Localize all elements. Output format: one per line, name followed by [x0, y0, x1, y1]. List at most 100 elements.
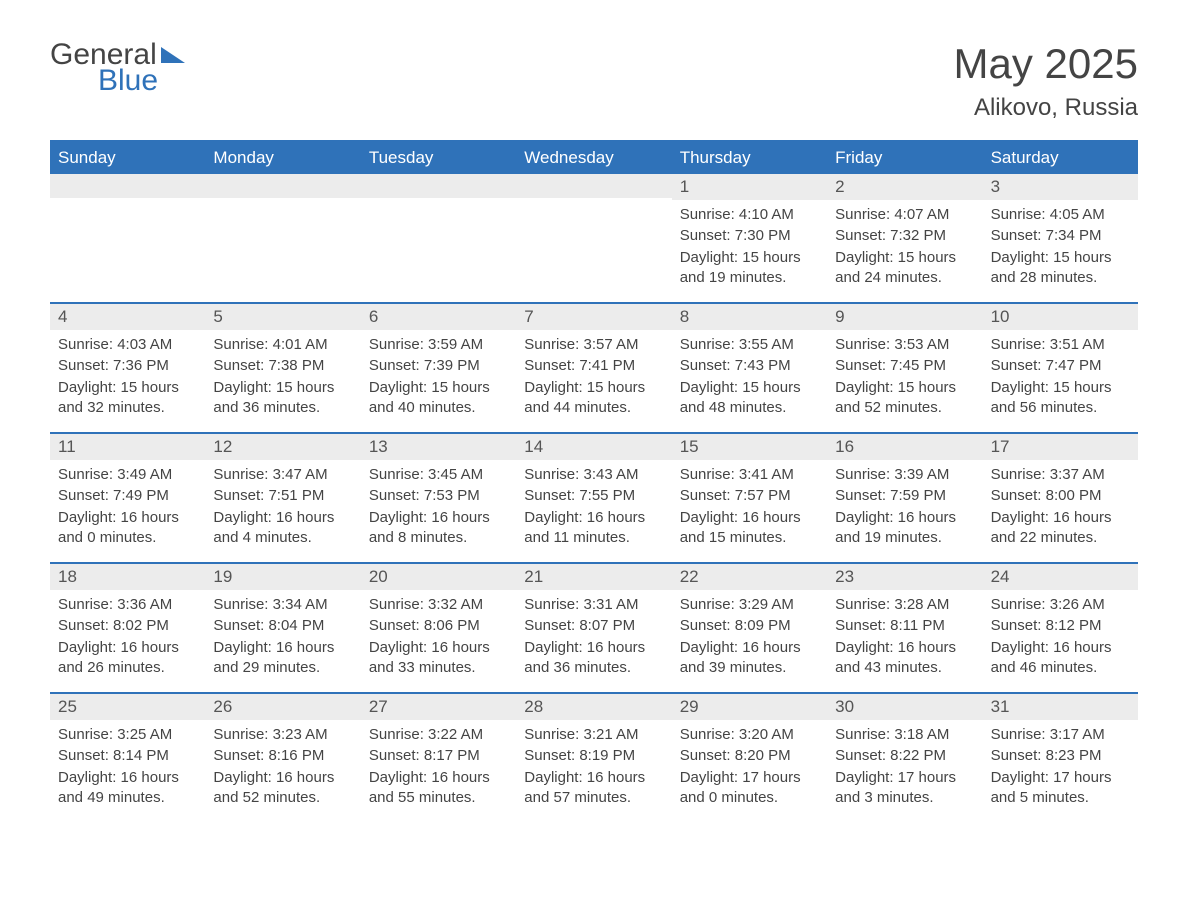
sunset-text: Sunset: 8:14 PM — [58, 746, 197, 766]
sunrise-text: Sunrise: 3:47 AM — [213, 465, 352, 485]
sunrise-text: Sunrise: 4:10 AM — [680, 205, 819, 225]
calendar-cell: 8Sunrise: 3:55 AMSunset: 7:43 PMDaylight… — [672, 304, 827, 432]
sunset-text: Sunset: 7:41 PM — [524, 356, 663, 376]
day-detail: Sunrise: 4:01 AMSunset: 7:38 PMDaylight:… — [205, 330, 360, 427]
logo-text-blue: Blue — [98, 66, 185, 96]
sunset-text: Sunset: 8:23 PM — [991, 746, 1130, 766]
sunset-text: Sunset: 8:17 PM — [369, 746, 508, 766]
sunset-text: Sunset: 8:04 PM — [213, 616, 352, 636]
sunrise-text: Sunrise: 3:26 AM — [991, 595, 1130, 615]
sunset-text: Sunset: 8:19 PM — [524, 746, 663, 766]
day-number: 16 — [827, 434, 982, 460]
day-number: 2 — [827, 174, 982, 200]
sunrise-text: Sunrise: 3:23 AM — [213, 725, 352, 745]
sunset-text: Sunset: 7:57 PM — [680, 486, 819, 506]
day-detail: Sunrise: 4:03 AMSunset: 7:36 PMDaylight:… — [50, 330, 205, 427]
daylight-text: Daylight: 16 hours and 39 minutes. — [680, 638, 819, 679]
day-number — [516, 174, 671, 198]
sunset-text: Sunset: 8:20 PM — [680, 746, 819, 766]
calendar-cell: 15Sunrise: 3:41 AMSunset: 7:57 PMDayligh… — [672, 434, 827, 562]
sunrise-text: Sunrise: 3:39 AM — [835, 465, 974, 485]
day-number: 5 — [205, 304, 360, 330]
day-detail: Sunrise: 3:39 AMSunset: 7:59 PMDaylight:… — [827, 460, 982, 557]
daylight-text: Daylight: 16 hours and 33 minutes. — [369, 638, 508, 679]
day-number: 12 — [205, 434, 360, 460]
day-detail: Sunrise: 3:43 AMSunset: 7:55 PMDaylight:… — [516, 460, 671, 557]
sunset-text: Sunset: 8:09 PM — [680, 616, 819, 636]
sunset-text: Sunset: 7:53 PM — [369, 486, 508, 506]
sunset-text: Sunset: 7:55 PM — [524, 486, 663, 506]
day-number: 7 — [516, 304, 671, 330]
day-number: 20 — [361, 564, 516, 590]
day-detail: Sunrise: 3:59 AMSunset: 7:39 PMDaylight:… — [361, 330, 516, 427]
sunset-text: Sunset: 7:36 PM — [58, 356, 197, 376]
day-detail: Sunrise: 3:22 AMSunset: 8:17 PMDaylight:… — [361, 720, 516, 817]
sunrise-text: Sunrise: 3:34 AM — [213, 595, 352, 615]
sunset-text: Sunset: 7:30 PM — [680, 226, 819, 246]
month-title: May 2025 — [954, 40, 1138, 88]
day-number: 31 — [983, 694, 1138, 720]
day-number: 25 — [50, 694, 205, 720]
day-number: 30 — [827, 694, 982, 720]
sunset-text: Sunset: 7:51 PM — [213, 486, 352, 506]
week-row: 1Sunrise: 4:10 AMSunset: 7:30 PMDaylight… — [50, 174, 1138, 302]
calendar-cell — [361, 174, 516, 302]
calendar-cell: 4Sunrise: 4:03 AMSunset: 7:36 PMDaylight… — [50, 304, 205, 432]
day-number: 9 — [827, 304, 982, 330]
day-number: 14 — [516, 434, 671, 460]
day-detail: Sunrise: 3:49 AMSunset: 7:49 PMDaylight:… — [50, 460, 205, 557]
calendar-cell: 2Sunrise: 4:07 AMSunset: 7:32 PMDaylight… — [827, 174, 982, 302]
calendar-cell — [50, 174, 205, 302]
daylight-text: Daylight: 16 hours and 0 minutes. — [58, 508, 197, 549]
day-detail: Sunrise: 3:18 AMSunset: 8:22 PMDaylight:… — [827, 720, 982, 817]
daylight-text: Daylight: 15 hours and 36 minutes. — [213, 378, 352, 419]
sunset-text: Sunset: 8:00 PM — [991, 486, 1130, 506]
sunset-text: Sunset: 8:12 PM — [991, 616, 1130, 636]
sunrise-text: Sunrise: 3:28 AM — [835, 595, 974, 615]
day-number: 4 — [50, 304, 205, 330]
day-number: 21 — [516, 564, 671, 590]
calendar-cell: 12Sunrise: 3:47 AMSunset: 7:51 PMDayligh… — [205, 434, 360, 562]
calendar-cell: 21Sunrise: 3:31 AMSunset: 8:07 PMDayligh… — [516, 564, 671, 692]
sunrise-text: Sunrise: 3:32 AM — [369, 595, 508, 615]
day-detail: Sunrise: 4:05 AMSunset: 7:34 PMDaylight:… — [983, 200, 1138, 297]
sunset-text: Sunset: 7:49 PM — [58, 486, 197, 506]
calendar-cell: 26Sunrise: 3:23 AMSunset: 8:16 PMDayligh… — [205, 694, 360, 822]
day-header-row: SundayMondayTuesdayWednesdayThursdayFrid… — [50, 140, 1138, 174]
calendar-cell: 1Sunrise: 4:10 AMSunset: 7:30 PMDaylight… — [672, 174, 827, 302]
daylight-text: Daylight: 16 hours and 55 minutes. — [369, 768, 508, 809]
calendar-cell: 17Sunrise: 3:37 AMSunset: 8:00 PMDayligh… — [983, 434, 1138, 562]
day-detail: Sunrise: 3:25 AMSunset: 8:14 PMDaylight:… — [50, 720, 205, 817]
daylight-text: Daylight: 15 hours and 19 minutes. — [680, 248, 819, 289]
sunrise-text: Sunrise: 3:20 AM — [680, 725, 819, 745]
day-detail: Sunrise: 3:34 AMSunset: 8:04 PMDaylight:… — [205, 590, 360, 687]
calendar-cell: 16Sunrise: 3:39 AMSunset: 7:59 PMDayligh… — [827, 434, 982, 562]
day-number — [361, 174, 516, 198]
daylight-text: Daylight: 16 hours and 19 minutes. — [835, 508, 974, 549]
sunrise-text: Sunrise: 3:22 AM — [369, 725, 508, 745]
calendar-cell: 5Sunrise: 4:01 AMSunset: 7:38 PMDaylight… — [205, 304, 360, 432]
day-number: 27 — [361, 694, 516, 720]
day-number: 19 — [205, 564, 360, 590]
daylight-text: Daylight: 15 hours and 44 minutes. — [524, 378, 663, 419]
calendar-cell: 7Sunrise: 3:57 AMSunset: 7:41 PMDaylight… — [516, 304, 671, 432]
daylight-text: Daylight: 15 hours and 52 minutes. — [835, 378, 974, 419]
day-detail: Sunrise: 4:10 AMSunset: 7:30 PMDaylight:… — [672, 200, 827, 297]
week-row: 4Sunrise: 4:03 AMSunset: 7:36 PMDaylight… — [50, 302, 1138, 432]
daylight-text: Daylight: 15 hours and 24 minutes. — [835, 248, 974, 289]
day-detail: Sunrise: 4:07 AMSunset: 7:32 PMDaylight:… — [827, 200, 982, 297]
logo-triangle-icon — [161, 47, 185, 63]
day-number: 24 — [983, 564, 1138, 590]
daylight-text: Daylight: 15 hours and 28 minutes. — [991, 248, 1130, 289]
sunset-text: Sunset: 8:07 PM — [524, 616, 663, 636]
sunrise-text: Sunrise: 4:05 AM — [991, 205, 1130, 225]
daylight-text: Daylight: 16 hours and 11 minutes. — [524, 508, 663, 549]
sunset-text: Sunset: 8:02 PM — [58, 616, 197, 636]
sunset-text: Sunset: 7:59 PM — [835, 486, 974, 506]
sunrise-text: Sunrise: 3:53 AM — [835, 335, 974, 355]
daylight-text: Daylight: 16 hours and 43 minutes. — [835, 638, 974, 679]
sunrise-text: Sunrise: 4:03 AM — [58, 335, 197, 355]
calendar-cell: 22Sunrise: 3:29 AMSunset: 8:09 PMDayligh… — [672, 564, 827, 692]
sunrise-text: Sunrise: 3:49 AM — [58, 465, 197, 485]
sunset-text: Sunset: 7:47 PM — [991, 356, 1130, 376]
